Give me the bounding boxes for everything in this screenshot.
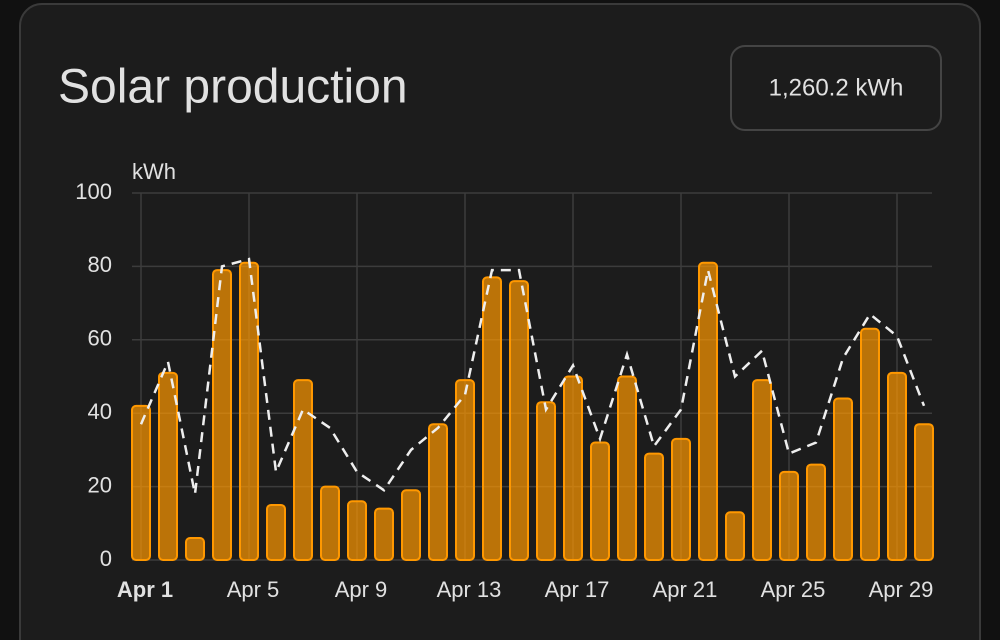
bar [455,379,475,562]
bar [590,441,610,561]
bar [482,276,502,561]
bar [320,485,340,562]
bar [671,437,691,562]
bar [239,261,259,561]
bar [860,327,880,562]
bar [725,511,745,561]
forecast-line [139,257,926,495]
bar [185,536,205,561]
bar [698,261,718,561]
y-tick-label: 80 [88,252,112,277]
y-tick-label: 20 [88,472,112,497]
bar [428,423,448,561]
y-axis-label: kWh [132,159,176,184]
bar [293,379,313,562]
bar [833,397,853,561]
y-tick-label: 100 [75,179,112,204]
bar [806,463,826,561]
bar [752,379,772,562]
total-badge[interactable] [730,45,942,131]
x-tick-label: Apr 21 [653,577,718,602]
bar [212,269,232,561]
y-tick-label: 60 [88,326,112,351]
x-tick-label: Apr 17 [545,577,610,602]
total-value: 1,260.2 kWh [769,74,904,101]
bar [887,371,907,561]
bar [374,507,394,561]
x-tick-label: Apr 5 [227,577,280,602]
bar [131,404,151,561]
bar [509,280,529,561]
bar [347,500,367,561]
bar [401,489,421,561]
y-tick-label: 0 [100,546,112,571]
bar [779,470,799,562]
bar [158,371,178,561]
bar [563,375,583,561]
bar [617,375,637,561]
bar [644,452,664,562]
x-tick-label: Apr 1 [117,577,173,602]
bar [914,423,934,561]
x-tick-label: Apr 29 [869,577,934,602]
card-title: Solar production [58,61,408,114]
x-tick-label: Apr 25 [761,577,826,602]
x-tick-label: Apr 9 [335,577,388,602]
bar [536,401,556,561]
x-tick-label: Apr 13 [437,577,502,602]
bar [266,503,286,562]
y-tick-label: 40 [88,399,112,424]
